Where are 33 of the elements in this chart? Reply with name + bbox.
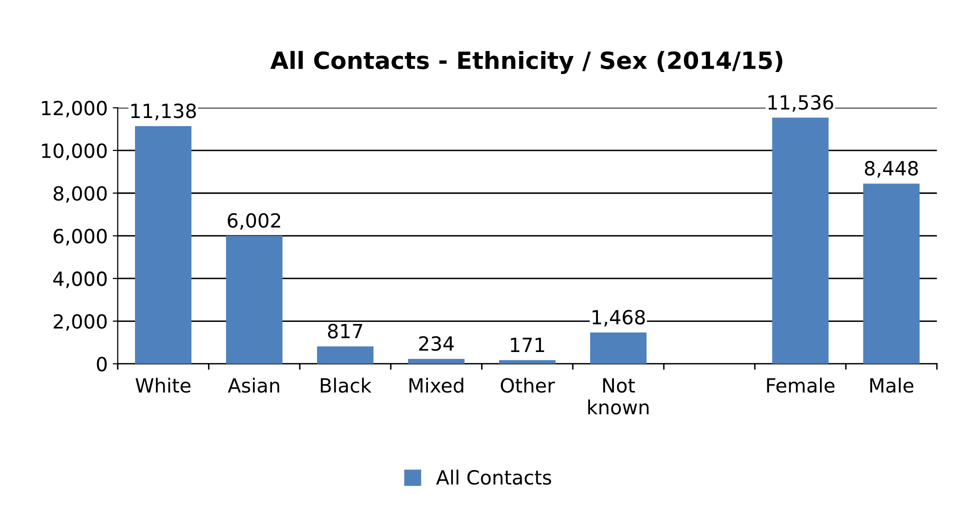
bar bbox=[772, 118, 829, 364]
y-tick-label: 2,000 bbox=[54, 314, 107, 331]
y-tick-label: 12,000 bbox=[42, 100, 107, 118]
legend-label: All Contacts bbox=[436, 470, 552, 485]
x-tick-label: Female bbox=[767, 378, 834, 393]
data-label: 11,536 bbox=[768, 95, 834, 112]
x-tick-label: Black bbox=[320, 378, 372, 393]
y-tick-label: 10,000 bbox=[42, 143, 107, 160]
bar bbox=[226, 236, 282, 364]
data-label: 817 bbox=[328, 324, 362, 338]
x-tick-label: Other bbox=[500, 378, 555, 393]
y-tick-label: 6,000 bbox=[54, 228, 107, 246]
x-tick-label: Mixed bbox=[410, 378, 464, 393]
data-label: 234 bbox=[419, 336, 454, 351]
chart-title: All Contacts - Ethnicity / Sex (2014/15) bbox=[270, 50, 782, 74]
data-label: 171 bbox=[510, 338, 544, 352]
bar bbox=[408, 358, 464, 364]
data-label: 8,448 bbox=[864, 160, 918, 178]
bar bbox=[317, 346, 374, 364]
x-tick-label: Male bbox=[870, 378, 914, 393]
bar bbox=[590, 332, 647, 364]
x-tick-label: Not known bbox=[588, 378, 649, 415]
y-tick-label: 0 bbox=[96, 356, 107, 372]
y-tick-label: 8,000 bbox=[54, 186, 107, 203]
x-tick-label: Asian bbox=[228, 378, 280, 393]
data-label: 1,468 bbox=[592, 310, 645, 327]
x-tick-label: White bbox=[136, 378, 190, 393]
bar bbox=[499, 360, 556, 364]
y-tick-label: 4,000 bbox=[53, 271, 107, 288]
data-label: 11,138 bbox=[131, 104, 196, 120]
bar bbox=[135, 126, 192, 364]
bar bbox=[863, 184, 920, 364]
data-label: 6,002 bbox=[228, 213, 280, 230]
